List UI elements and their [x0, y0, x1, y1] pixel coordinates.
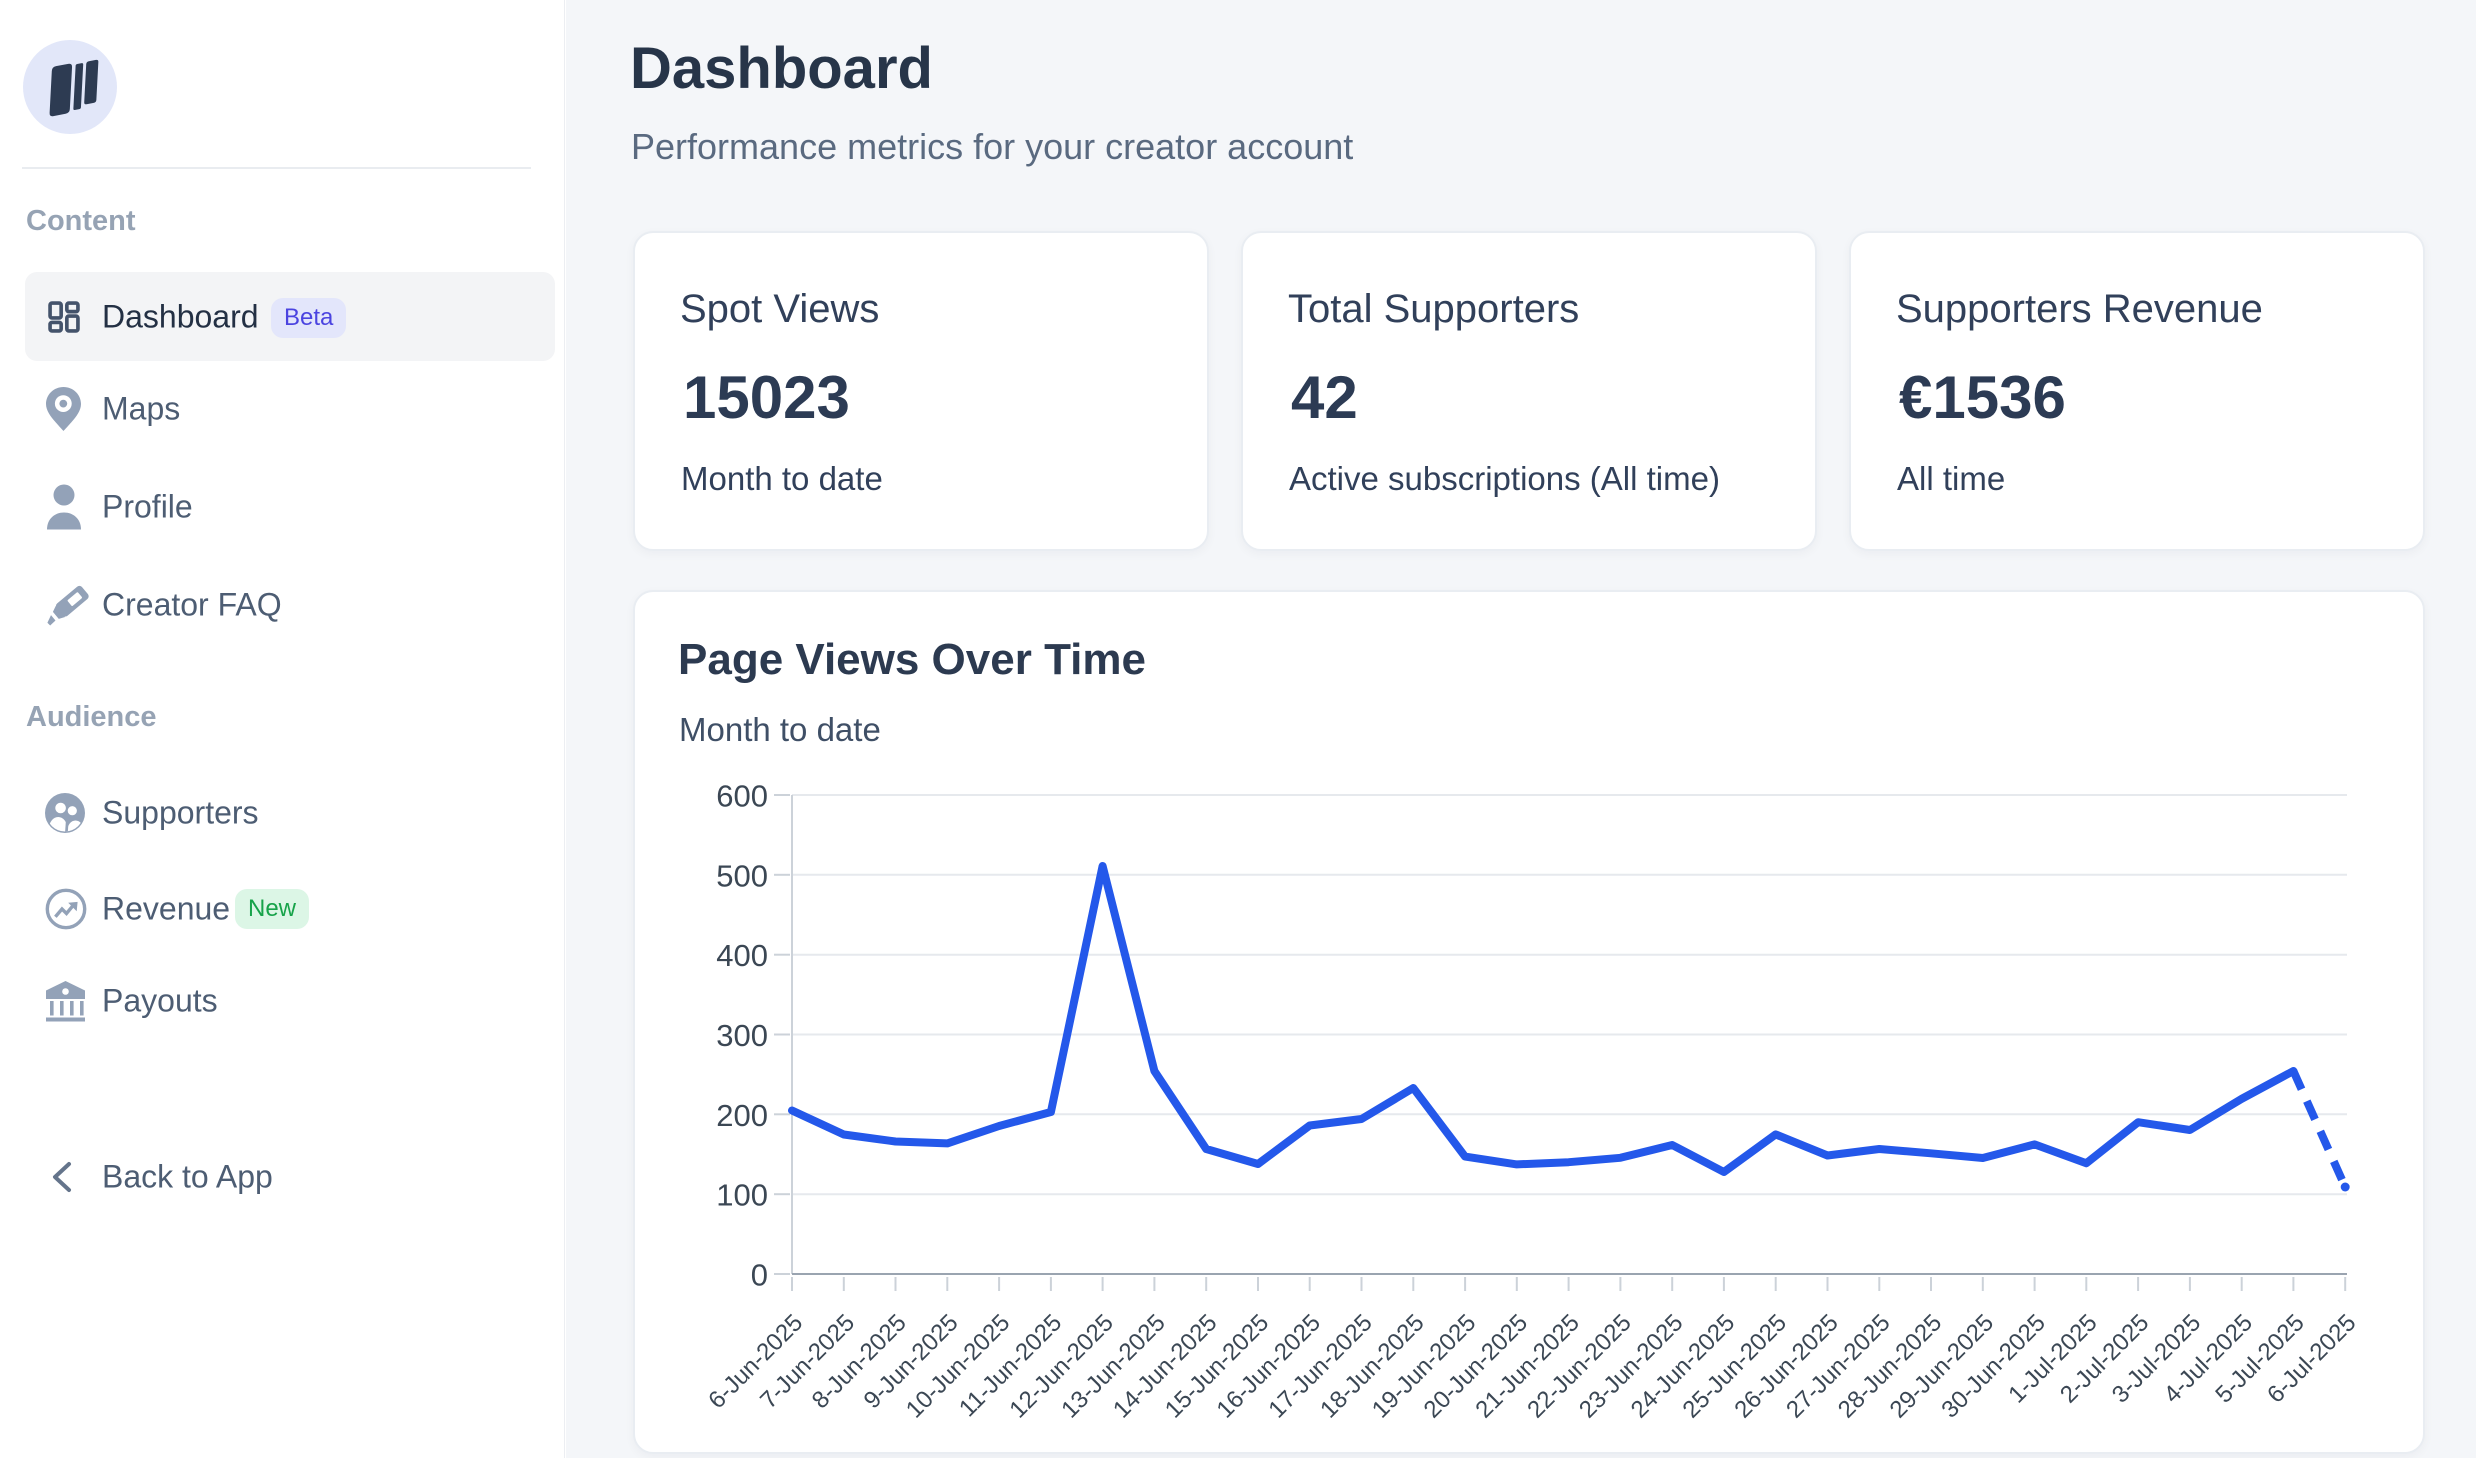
svg-text:500: 500: [716, 858, 768, 893]
svg-text:300: 300: [716, 1018, 768, 1053]
svg-text:600: 600: [716, 779, 768, 814]
svg-text:400: 400: [716, 938, 768, 973]
svg-text:200: 200: [716, 1098, 768, 1133]
svg-text:0: 0: [751, 1258, 768, 1293]
svg-text:100: 100: [716, 1178, 768, 1213]
